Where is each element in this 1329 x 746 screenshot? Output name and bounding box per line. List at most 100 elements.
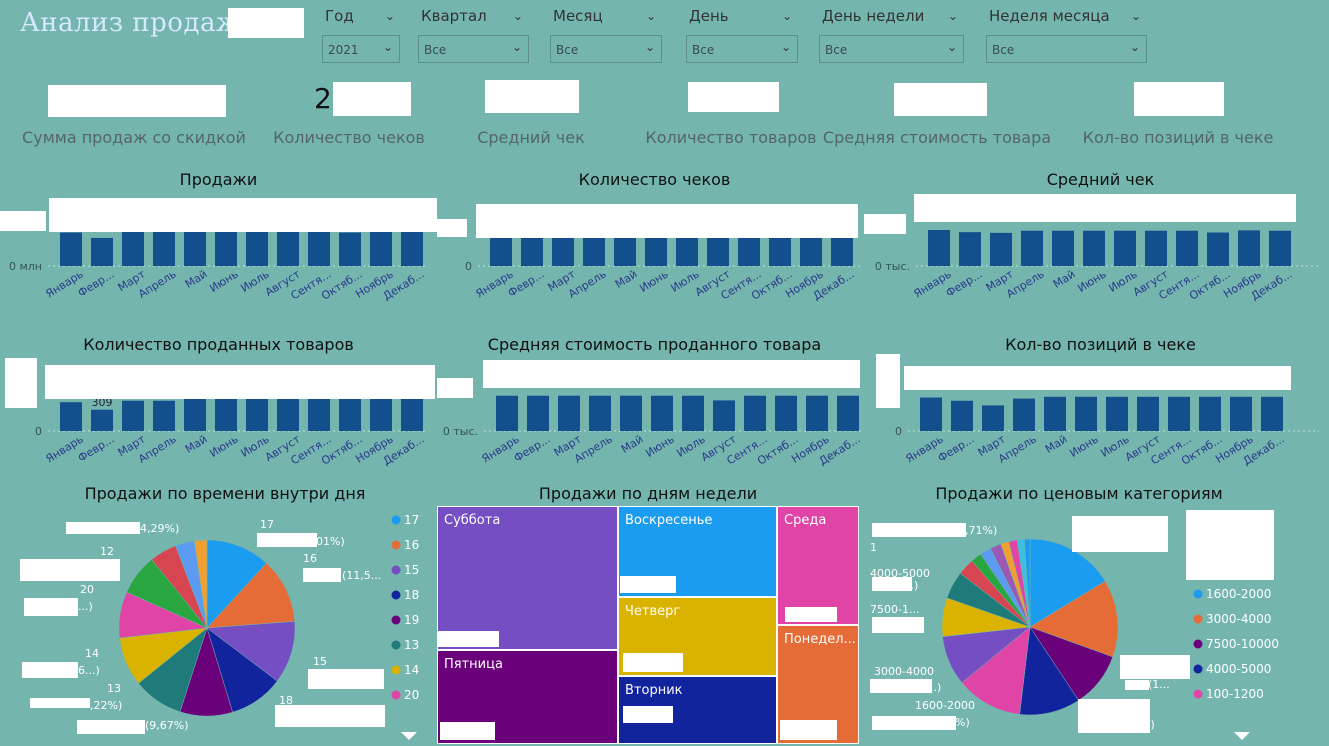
x-tick-label: Май <box>183 268 210 291</box>
redaction-box <box>22 662 78 678</box>
chevron-down-icon: ⌄ <box>780 40 791 54</box>
redaction-box <box>483 360 860 388</box>
bar <box>215 397 237 431</box>
bar <box>744 395 766 431</box>
filter-select[interactable]: Все ⌄ <box>986 35 1147 63</box>
chart-title-weekday: Продажи по дням недели <box>538 484 758 503</box>
pie-label: ,71%) <box>965 524 997 537</box>
axis-zero-label: 0 тыс. <box>875 260 910 273</box>
bar <box>370 397 392 431</box>
pie-label: 4000-5000 <box>870 567 930 580</box>
bar <box>60 232 82 266</box>
pie-label: ..) <box>930 681 941 694</box>
kpi-label: Кол-во позиций в чеке <box>1082 128 1274 147</box>
pie-slice <box>193 539 208 629</box>
legend-marker <box>391 665 401 675</box>
treemap-cell[interactable]: Суббота <box>437 506 618 650</box>
bar <box>496 395 518 431</box>
redaction-box <box>303 568 341 582</box>
chevron-down-icon[interactable]: ⌄ <box>948 9 959 23</box>
chevron-down-icon[interactable]: ⌄ <box>513 9 524 23</box>
pie-label: ,22%) <box>90 699 122 712</box>
redaction-box <box>228 8 304 38</box>
x-tick-label: Июнь <box>637 268 670 296</box>
filter-select[interactable]: Все ⌄ <box>819 35 964 63</box>
bar <box>1261 396 1283 431</box>
pie-label: 18 <box>279 694 293 707</box>
filter-select[interactable]: Все ⌄ <box>418 35 529 63</box>
treemap-cell-label: Пятница <box>444 657 503 672</box>
bar <box>91 409 113 431</box>
redaction-box <box>904 366 1291 390</box>
redaction-box <box>1078 699 1150 733</box>
chevron-down-icon[interactable]: ⌄ <box>782 9 793 23</box>
chart-title-time: Продажи по времени внутри дня <box>84 484 366 503</box>
bar <box>308 398 330 431</box>
bar <box>775 395 797 431</box>
treemap-cell-label: Среда <box>784 513 827 528</box>
filter-select[interactable]: Все ⌄ <box>550 35 662 63</box>
treemap-cell-label: Вторник <box>625 683 683 698</box>
redaction-box <box>476 204 858 238</box>
scroll-down-icon[interactable] <box>401 732 417 740</box>
bar <box>1137 396 1159 431</box>
redaction-box <box>872 716 956 730</box>
redaction-box <box>20 559 120 581</box>
chevron-down-icon[interactable]: ⌄ <box>1131 9 1142 23</box>
bar <box>370 231 392 266</box>
x-tick-label: Февр... <box>76 433 117 465</box>
filter-select-value: Все <box>692 43 715 57</box>
redaction-box <box>1125 680 1149 690</box>
redaction-box <box>77 720 145 734</box>
redaction-box <box>623 706 673 723</box>
pie-label: 15 <box>313 655 327 668</box>
bar <box>527 395 549 431</box>
bar <box>277 231 299 266</box>
filter-label: Месяц <box>553 7 603 25</box>
bar <box>1238 230 1260 266</box>
legend-label: 20 <box>404 688 419 702</box>
bar <box>1044 396 1066 431</box>
redaction-box <box>440 722 495 740</box>
treemap-cell[interactable]: Среда <box>777 506 859 625</box>
bar <box>401 231 423 266</box>
bar <box>339 232 361 266</box>
bar <box>122 400 144 431</box>
redaction-box <box>49 198 437 232</box>
chevron-down-icon[interactable]: ⌄ <box>646 9 657 23</box>
axis-zero-label: 0 тыс. <box>443 425 478 438</box>
pie-slice <box>961 626 1031 715</box>
redaction-box <box>914 194 1296 222</box>
filter-select[interactable]: 2021 ⌄ <box>322 35 400 63</box>
scroll-down-icon[interactable] <box>1234 732 1250 740</box>
legend-marker <box>391 540 401 550</box>
legend-marker <box>1193 664 1203 674</box>
filter-label: Неделя месяца <box>989 7 1110 25</box>
legend-label: 13 <box>404 638 419 652</box>
bar <box>184 231 206 266</box>
chart-title-price: Продажи по ценовым категориям <box>935 484 1223 503</box>
pie-label: 17 <box>260 518 274 531</box>
filter-label: Год <box>325 7 354 25</box>
bar <box>738 230 760 266</box>
kpi-label: Количество товаров <box>645 128 817 147</box>
bar <box>1052 230 1074 266</box>
bar <box>1168 396 1190 431</box>
redaction-box <box>872 523 966 537</box>
bar <box>1145 230 1167 266</box>
legend-marker <box>1193 614 1203 624</box>
filter-select[interactable]: Все ⌄ <box>686 35 798 63</box>
legend-label: 100-1200 <box>1206 687 1264 701</box>
axis-zero-label: 0 <box>35 425 42 438</box>
chevron-down-icon[interactable]: ⌄ <box>385 9 396 23</box>
filter-select-value: Все <box>424 43 447 57</box>
pie-chart-time: 17 16 15 18 12 20 14 13 4,29%) 01%) (11,5......) 6.… <box>20 513 419 740</box>
bar <box>1269 230 1291 266</box>
legend-label: 14 <box>404 663 419 677</box>
pie-chart-price: 4000-5000 7500-1... 3000-4000 1600-2000 1 ,71… <box>870 510 1279 740</box>
legend-marker <box>1193 589 1203 599</box>
bar <box>246 231 268 266</box>
